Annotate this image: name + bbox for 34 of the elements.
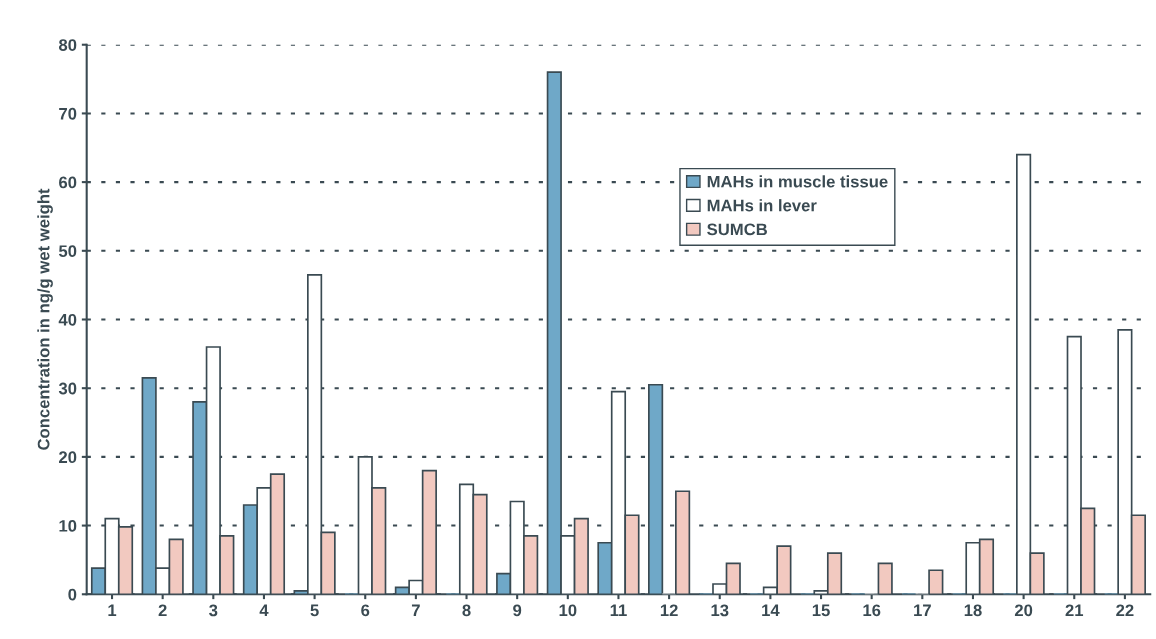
- y-tick-label: 20: [59, 451, 77, 464]
- x-tick-label: 20: [1014, 604, 1033, 617]
- legend-label: SUMCB: [707, 223, 767, 236]
- x-tick-label: 15: [812, 604, 830, 617]
- y-tick-label: 10: [59, 519, 77, 532]
- x-tick-label: 11: [610, 604, 627, 617]
- x-tick-label: 1: [108, 604, 117, 617]
- x-tick-label: 10: [559, 604, 577, 617]
- y-tick-label: 60: [59, 176, 77, 189]
- y-tick-label: 40: [58, 313, 77, 326]
- legend-label: MAHs in muscle tissue: [707, 175, 888, 188]
- x-tick-label: 14: [762, 604, 780, 617]
- y-tick-label: 0: [68, 588, 77, 601]
- x-tick-label: 17: [914, 604, 931, 617]
- y-tick-label: 30: [58, 382, 77, 395]
- x-tick-label: 2: [158, 604, 167, 617]
- y-tick-label: 70: [59, 107, 77, 120]
- x-tick-label: 8: [462, 604, 471, 617]
- x-tick-label: 18: [964, 604, 982, 617]
- x-tick-label: 3: [209, 604, 218, 617]
- x-tick-label: 7: [411, 604, 420, 617]
- y-tick-label: 50: [58, 245, 77, 258]
- x-tick-label: 16: [863, 604, 881, 617]
- x-tick-label: 9: [513, 604, 522, 617]
- x-tick-label: 12: [660, 604, 678, 617]
- y-tick-label: 80: [58, 39, 77, 51]
- legend-label: MAHs in lever: [707, 199, 817, 212]
- x-tick-label: 5: [310, 604, 319, 617]
- y-axis-title: Concentration in ng/g wet weight: [37, 188, 53, 450]
- x-tick-label: 21: [1065, 604, 1084, 617]
- x-tick-label: 22: [1116, 604, 1134, 617]
- x-tick-label: 13: [711, 604, 729, 617]
- x-tick-label: 6: [361, 604, 370, 617]
- x-tick-label: 4: [259, 604, 269, 617]
